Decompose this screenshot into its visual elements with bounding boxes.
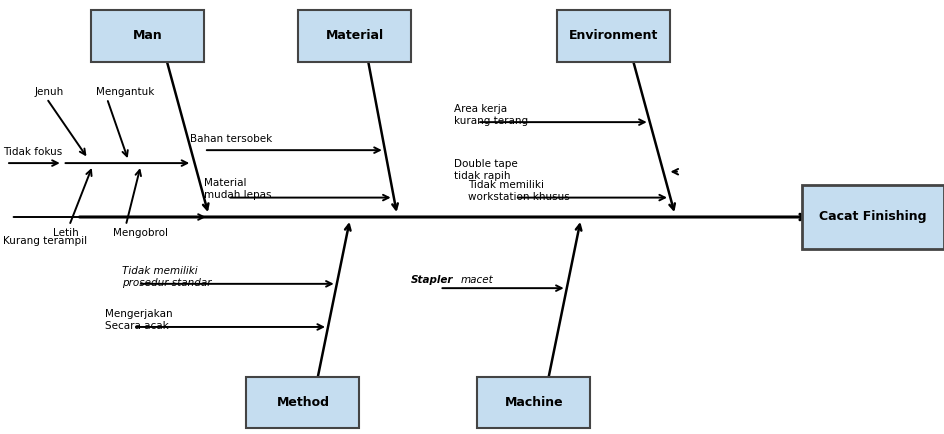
Text: prosedur standar: prosedur standar bbox=[122, 278, 211, 288]
Text: Area kerja: Area kerja bbox=[453, 104, 506, 114]
Text: workstation khusus: workstation khusus bbox=[467, 192, 569, 202]
Text: Material: Material bbox=[204, 178, 246, 187]
Text: Letih: Letih bbox=[53, 228, 79, 238]
Text: Tidak fokus: Tidak fokus bbox=[3, 147, 62, 157]
Text: Material: Material bbox=[326, 30, 383, 43]
Text: Secara acak: Secara acak bbox=[105, 321, 169, 331]
Text: Mengantuk: Mengantuk bbox=[95, 87, 154, 97]
Text: Double tape: Double tape bbox=[453, 159, 517, 169]
Text: Tidak memiliki: Tidak memiliki bbox=[467, 180, 543, 190]
Text: Stapler: Stapler bbox=[411, 275, 453, 285]
FancyBboxPatch shape bbox=[801, 184, 943, 250]
FancyBboxPatch shape bbox=[557, 10, 669, 62]
Text: Kurang terampil: Kurang terampil bbox=[3, 236, 87, 246]
Text: Cacat Finishing: Cacat Finishing bbox=[818, 210, 926, 224]
Text: macet: macet bbox=[460, 275, 493, 285]
FancyBboxPatch shape bbox=[91, 10, 204, 62]
Text: tidak rapih: tidak rapih bbox=[453, 171, 510, 181]
Text: Mengerjakan: Mengerjakan bbox=[105, 309, 173, 319]
Text: Jenuh: Jenuh bbox=[34, 87, 63, 97]
Text: mudah lepas: mudah lepas bbox=[204, 191, 271, 201]
Text: Machine: Machine bbox=[504, 396, 563, 409]
Text: Environment: Environment bbox=[568, 30, 658, 43]
Text: Tidak memiliki: Tidak memiliki bbox=[122, 266, 197, 276]
Text: Method: Method bbox=[276, 396, 329, 409]
FancyBboxPatch shape bbox=[477, 377, 590, 428]
FancyBboxPatch shape bbox=[246, 377, 359, 428]
Text: Mengobrol: Mengobrol bbox=[112, 228, 167, 238]
Text: Man: Man bbox=[132, 30, 162, 43]
Text: Bahan tersobek: Bahan tersobek bbox=[190, 135, 272, 145]
FancyBboxPatch shape bbox=[298, 10, 411, 62]
Text: kurang terang: kurang terang bbox=[453, 116, 527, 126]
